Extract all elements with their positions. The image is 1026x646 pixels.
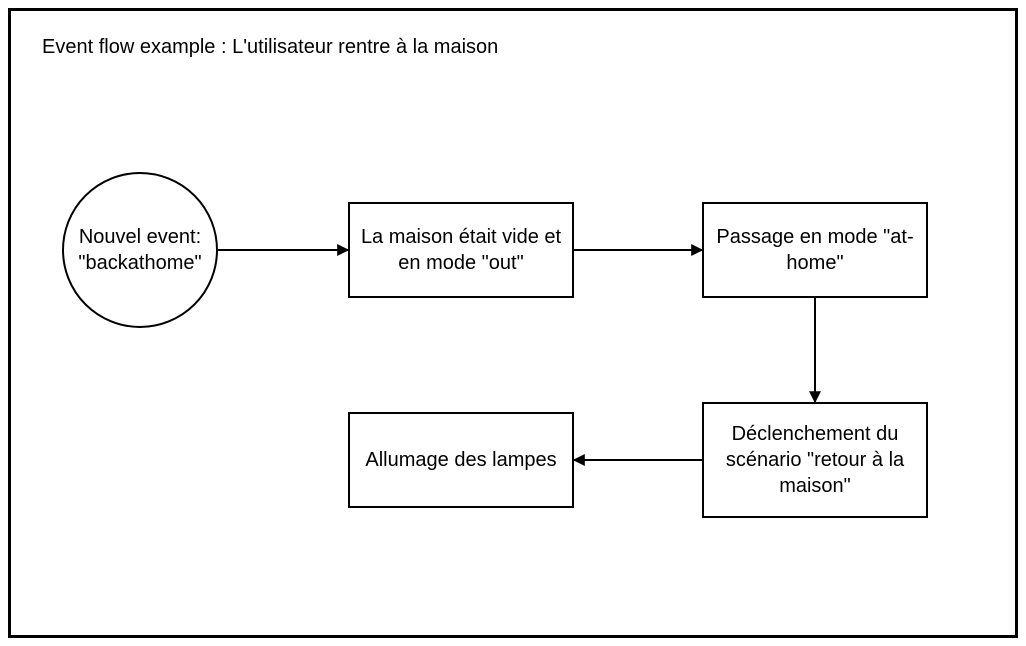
node-n4: Déclenchement du scénario "retour à la m… (702, 402, 928, 518)
diagram-canvas: Event flow example : L'utilisateur rentr… (0, 0, 1026, 646)
node-n2: La maison était vide et en mode "out" (348, 202, 574, 298)
node-n3: Passage en mode "at-home" (702, 202, 928, 298)
node-n5: Allumage des lampes (348, 412, 574, 508)
node-n1: Nouvel event: "backathome" (62, 172, 218, 328)
diagram-title: Event flow example : L'utilisateur rentr… (42, 36, 498, 59)
